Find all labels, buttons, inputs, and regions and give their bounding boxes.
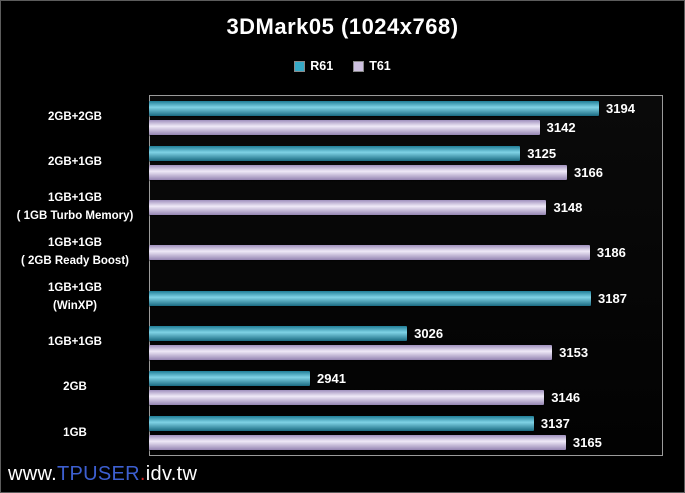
bar-line: 3194	[149, 100, 663, 116]
bar-value: 3166	[574, 164, 603, 180]
category-row: 1GB 3137 3165	[1, 411, 684, 456]
bar-line: 3187	[149, 290, 663, 306]
legend-swatch-t61	[353, 60, 365, 72]
bar-line: 3146	[149, 390, 663, 406]
bar-value: 3137	[540, 416, 570, 432]
legend: R61 T61	[1, 59, 684, 73]
legend-item-t61: T61	[353, 59, 391, 73]
category-label: 1GB	[63, 426, 87, 439]
category-row: 1GB+1GB 3026 3153	[1, 321, 684, 366]
bar-value: 3187	[598, 290, 627, 306]
bar-r61	[149, 326, 408, 342]
watermark-segment: idv.tw	[145, 463, 198, 485]
legend-label-t61: T61	[369, 59, 391, 73]
bar-value: 3165	[572, 435, 602, 451]
bar-line: 3153	[149, 345, 663, 361]
category-label: 2GB+1GB	[47, 155, 102, 168]
category-label: 1GB+1GB( 2GB Ready Boost)	[21, 237, 129, 267]
bar-r61	[149, 371, 311, 387]
category-row: 2GB+1GB 3125 3166	[1, 140, 684, 185]
bar-value: 3146	[551, 390, 581, 406]
bar-line: 3186	[149, 245, 663, 261]
bar-line: 3142	[149, 119, 663, 135]
bar-t61	[149, 390, 545, 406]
bar-t61	[149, 164, 568, 180]
category-row: 1GB+1GB( 1GB Turbo Memory) 3148	[1, 185, 684, 230]
bar-group: 3186	[149, 245, 663, 261]
category-row: 2GB 2941 3146	[1, 366, 684, 411]
bar-value: 3194	[606, 100, 635, 116]
bar-value: 2941	[317, 371, 346, 387]
category-label: 1GB+1GB	[47, 336, 102, 349]
bar-line: 3137	[149, 416, 663, 432]
watermark: www.TPUSER.idv.tw	[8, 463, 197, 486]
bar-r61	[149, 145, 521, 161]
bar-group: 3194 3142	[149, 100, 663, 135]
bar-line: 3148	[149, 200, 663, 216]
bar-value: 3153	[559, 345, 589, 361]
legend-swatch-r61	[294, 60, 306, 72]
bar-group: 2941 3146	[149, 371, 663, 406]
bar-value: 3125	[527, 145, 557, 161]
category-row: 1GB+1GB( 2GB Ready Boost) 3186	[1, 230, 684, 275]
bar-t61	[149, 119, 540, 135]
chart-title: 3DMark05 (1024x768)	[226, 14, 459, 39]
bar-group: 3137 3165	[149, 416, 663, 451]
bar-r61	[149, 290, 592, 306]
bar-line: 3166	[149, 164, 663, 180]
bar-t61	[149, 435, 566, 451]
bar-value: 3026	[414, 326, 444, 342]
bar-t61	[149, 345, 553, 361]
legend-label-r61: R61	[310, 59, 334, 73]
category-label: 2GB+2GB	[47, 110, 102, 123]
category-row: 2GB+2GB 3194 3142	[1, 95, 684, 140]
bar-line: 3165	[149, 435, 663, 451]
bar-t61	[149, 245, 590, 261]
category-label: 1GB+1GB( 1GB Turbo Memory)	[16, 192, 134, 222]
plot-rows: 2GB+2GB 3194 3142 2GB+1GB 3125 3166 1GB+1GB( 1…	[1, 95, 684, 456]
bar-line: 2941	[149, 371, 663, 387]
watermark-segment: .	[139, 463, 146, 485]
watermark-segment: www.	[8, 463, 57, 485]
bar-group: 3148	[149, 200, 663, 216]
category-label: 2GB	[63, 381, 87, 394]
bar-line: 3026	[149, 326, 663, 342]
bar-value: 3186	[596, 245, 626, 261]
bar-group: 3026 3153	[149, 326, 663, 361]
bar-value: 3148	[553, 200, 583, 216]
bar-group: 3187	[149, 290, 663, 306]
bar-r61	[149, 416, 534, 432]
bar-value: 3142	[546, 119, 576, 135]
legend-item-r61: R61	[294, 59, 333, 73]
bar-r61	[149, 100, 600, 116]
watermark-segment: TPUSER	[56, 463, 140, 485]
category-label: 1GB+1GB (WinXP)	[47, 282, 102, 313]
bar-group: 3125 3166	[149, 145, 663, 180]
bar-line: 3125	[149, 145, 663, 161]
bar-t61	[149, 200, 547, 216]
category-row: 1GB+1GB (WinXP) 3187	[1, 276, 684, 321]
